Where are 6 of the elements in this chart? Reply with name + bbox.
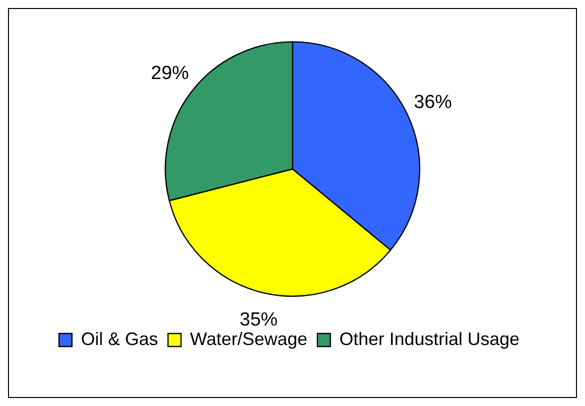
legend-label: Oil & Gas: [81, 328, 158, 349]
data-label: 36%: [414, 92, 452, 114]
data-label: 35%: [240, 310, 278, 331]
data-label: 29%: [150, 63, 190, 84]
legend-label: Other Industrial Usage: [339, 328, 520, 349]
legend-label: Water/Sewage: [190, 328, 308, 349]
